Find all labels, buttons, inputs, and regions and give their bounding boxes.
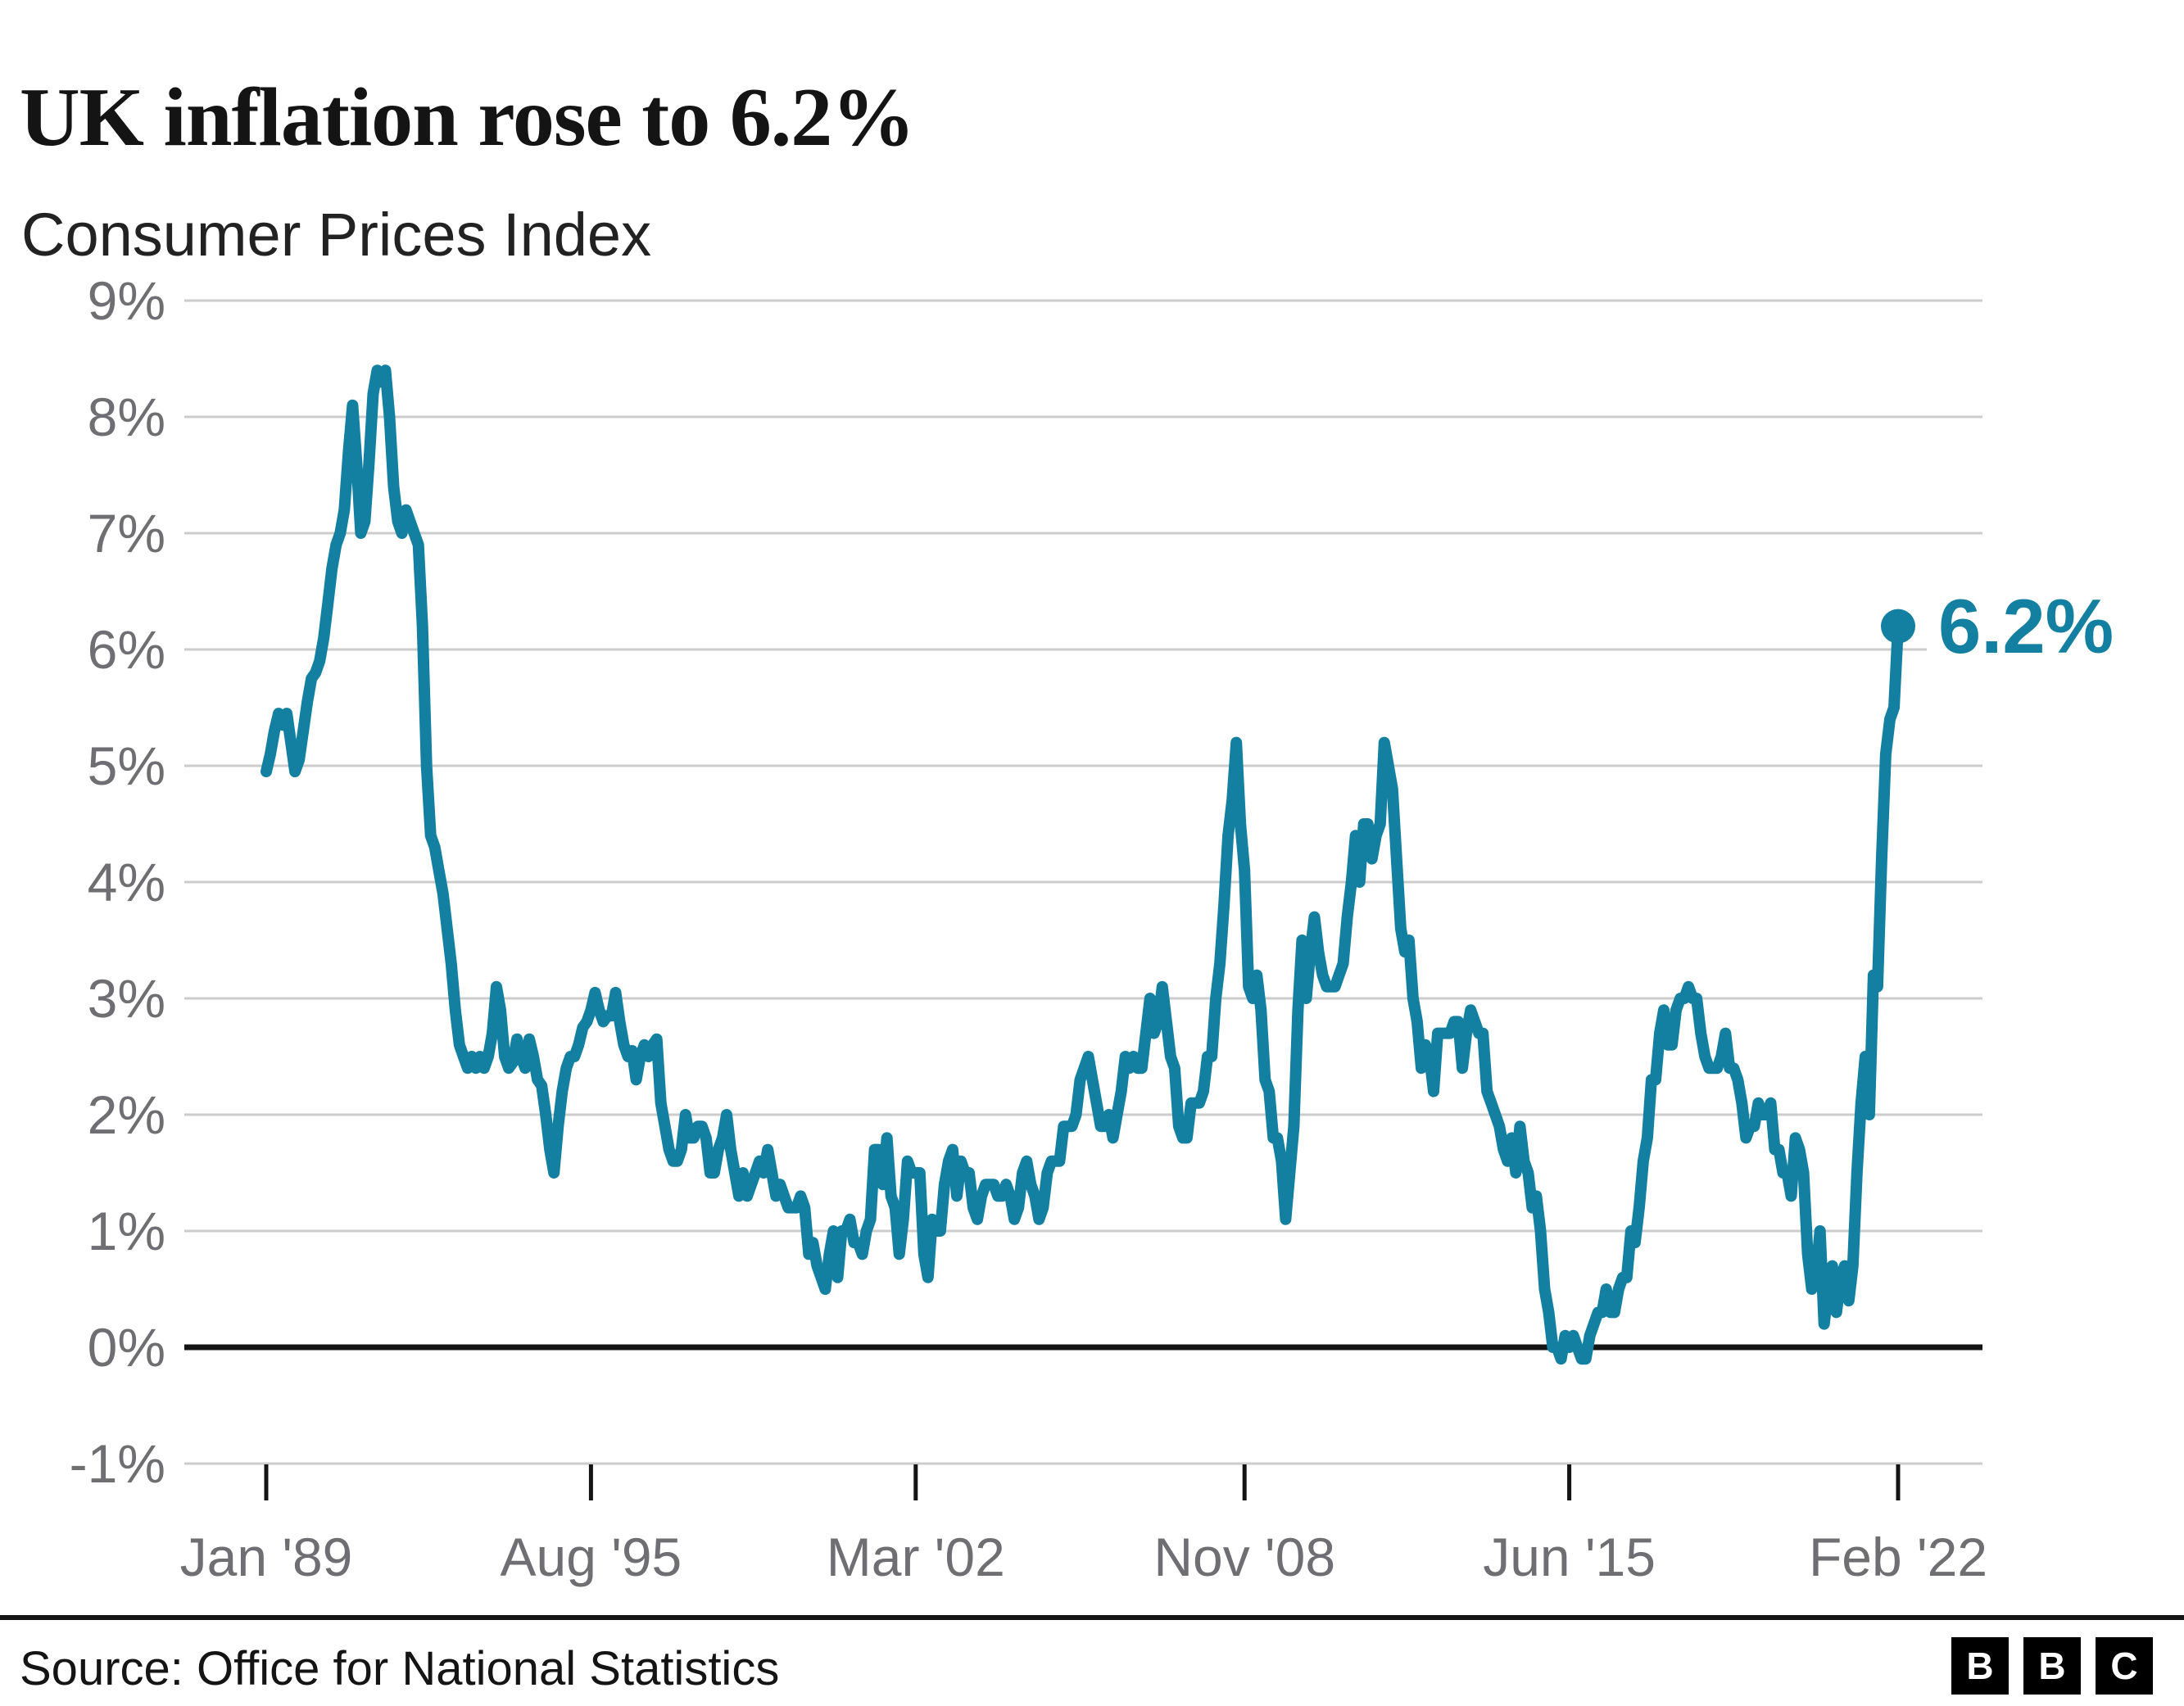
y-axis-label--1pct: -1% bbox=[70, 1433, 165, 1494]
bbc-logo-block: C bbox=[2096, 1637, 2153, 1695]
y-axis-label-4pct: 4% bbox=[88, 852, 165, 912]
x-axis-label-jun15: Jun '15 bbox=[1483, 1527, 1656, 1587]
latest-value-dot bbox=[1881, 609, 1915, 644]
bbc-logo-block: B bbox=[2023, 1637, 2081, 1695]
bbc-logo: B B C bbox=[1951, 1637, 2153, 1695]
y-axis-label-9pct: 9% bbox=[88, 270, 165, 331]
chart-subtitle: Consumer Prices Index bbox=[21, 201, 652, 269]
bbc-logo-letter: B bbox=[2038, 1645, 2066, 1687]
annotation-halo bbox=[1927, 573, 2184, 688]
x-axis-label-jan89: Jan '89 bbox=[180, 1527, 353, 1587]
inflation-line bbox=[261, 364, 1904, 1365]
x-axis-label-aug95: Aug '95 bbox=[500, 1527, 682, 1587]
x-axis-label-feb22: Feb '22 bbox=[1809, 1527, 1987, 1587]
y-axis-label-3pct: 3% bbox=[88, 968, 165, 1029]
y-axis-label-0pct: 0% bbox=[88, 1317, 165, 1378]
y-axis-label-8pct: 8% bbox=[88, 387, 165, 447]
footer-divider bbox=[0, 1615, 2184, 1620]
y-axis-label-1pct: 1% bbox=[88, 1201, 165, 1261]
bbc-logo-block: B bbox=[1951, 1637, 2009, 1695]
bbc-logo-letter: B bbox=[1966, 1645, 1994, 1687]
y-axis-label-6pct: 6% bbox=[88, 619, 165, 680]
source-text: Source: Office for National Statistics bbox=[20, 1642, 780, 1695]
bbc-logo-letter: C bbox=[2110, 1645, 2138, 1687]
y-axis-label-7pct: 7% bbox=[88, 503, 165, 563]
chart-title: UK inflation rose to 6.2% bbox=[20, 71, 915, 165]
chart-layers: 9% 8% 7% 6% 5% 4% 3% 2% 1% 0% -1%Jan '89 Aug '95 Mar… bbox=[70, 270, 2184, 1587]
y-axis-label-2pct: 2% bbox=[88, 1084, 165, 1145]
latest-value-annotation: 6.2% bbox=[1938, 583, 2114, 669]
x-axis-label-mar02: Mar '02 bbox=[827, 1527, 1005, 1587]
y-axis-label-5pct: 5% bbox=[88, 735, 165, 796]
x-axis-label-nov08: Nov '08 bbox=[1153, 1527, 1335, 1587]
